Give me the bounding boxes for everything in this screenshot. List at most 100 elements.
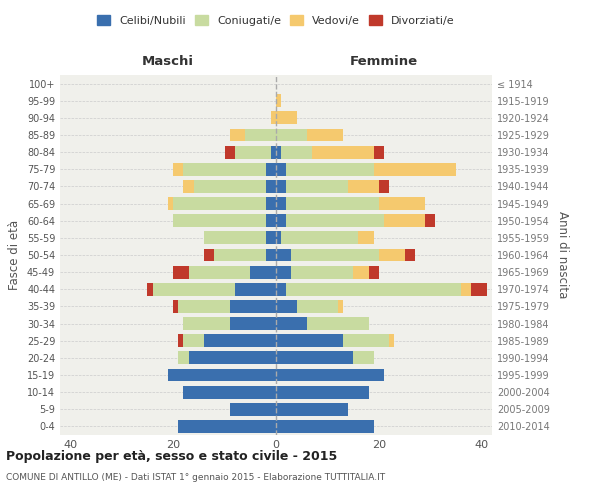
Bar [152,283,235,296]
Bar [312,146,374,158]
Bar [276,420,374,433]
Legend: Celibi/Nubili, Coniugati/e, Vedovi/e, Divorziati/e: Celibi/Nubili, Coniugati/e, Vedovi/e, Di… [93,10,459,30]
Bar [178,420,276,433]
Bar [276,232,281,244]
Bar [224,146,235,158]
Bar [168,368,276,382]
Bar [353,352,374,364]
Bar [276,163,286,175]
Bar [194,180,266,193]
Bar [276,300,296,313]
Bar [338,300,343,313]
Bar [168,197,173,210]
Bar [173,163,184,175]
Bar [230,128,245,141]
Text: Maschi: Maschi [142,55,194,68]
Bar [245,128,276,141]
Bar [276,112,296,124]
Bar [184,386,276,398]
Bar [276,283,286,296]
Bar [184,317,230,330]
Bar [276,180,286,193]
Bar [266,214,276,227]
Bar [271,112,276,124]
Bar [173,300,178,313]
Bar [343,334,389,347]
Bar [204,232,266,244]
Bar [266,180,276,193]
Bar [307,128,343,141]
Bar [204,334,276,347]
Text: Femmine: Femmine [350,55,418,68]
Bar [230,403,276,415]
Bar [184,163,266,175]
Bar [286,283,461,296]
Bar [276,146,281,158]
Bar [286,163,374,175]
Text: Popolazione per età, sesso e stato civile - 2015: Popolazione per età, sesso e stato civil… [6,450,337,463]
Bar [276,248,292,262]
Bar [178,334,184,347]
Bar [276,266,292,278]
Bar [230,300,276,313]
Y-axis label: Anni di nascita: Anni di nascita [556,212,569,298]
Bar [281,232,358,244]
Bar [379,248,404,262]
Bar [425,214,436,227]
Bar [173,214,266,227]
Bar [281,146,312,158]
Text: COMUNE DI ANTILLO (ME) - Dati ISTAT 1° gennaio 2015 - Elaborazione TUTTITALIA.IT: COMUNE DI ANTILLO (ME) - Dati ISTAT 1° g… [6,472,385,482]
Bar [204,248,214,262]
Bar [286,197,379,210]
Bar [368,266,379,278]
Bar [384,214,425,227]
Bar [276,128,307,141]
Bar [353,266,368,278]
Bar [214,248,266,262]
Bar [389,334,394,347]
Bar [374,163,456,175]
Bar [461,283,472,296]
Bar [276,403,348,415]
Bar [292,248,379,262]
Bar [235,146,271,158]
Bar [379,180,389,193]
Bar [271,146,276,158]
Bar [184,334,204,347]
Bar [374,146,384,158]
Bar [307,317,368,330]
Bar [472,283,487,296]
Bar [276,197,286,210]
Bar [276,94,281,107]
Bar [276,334,343,347]
Bar [250,266,276,278]
Bar [404,248,415,262]
Bar [266,248,276,262]
Bar [148,283,152,296]
Bar [188,266,250,278]
Bar [276,214,286,227]
Bar [178,352,188,364]
Bar [358,232,374,244]
Bar [178,300,230,313]
Bar [235,283,276,296]
Bar [276,368,384,382]
Bar [296,300,338,313]
Bar [184,180,194,193]
Bar [276,352,353,364]
Bar [230,317,276,330]
Y-axis label: Fasce di età: Fasce di età [8,220,21,290]
Bar [276,317,307,330]
Bar [188,352,276,364]
Bar [379,197,425,210]
Bar [266,232,276,244]
Bar [286,180,348,193]
Bar [266,197,276,210]
Bar [276,386,368,398]
Bar [266,163,276,175]
Bar [173,197,266,210]
Bar [348,180,379,193]
Bar [173,266,188,278]
Bar [292,266,353,278]
Bar [286,214,384,227]
